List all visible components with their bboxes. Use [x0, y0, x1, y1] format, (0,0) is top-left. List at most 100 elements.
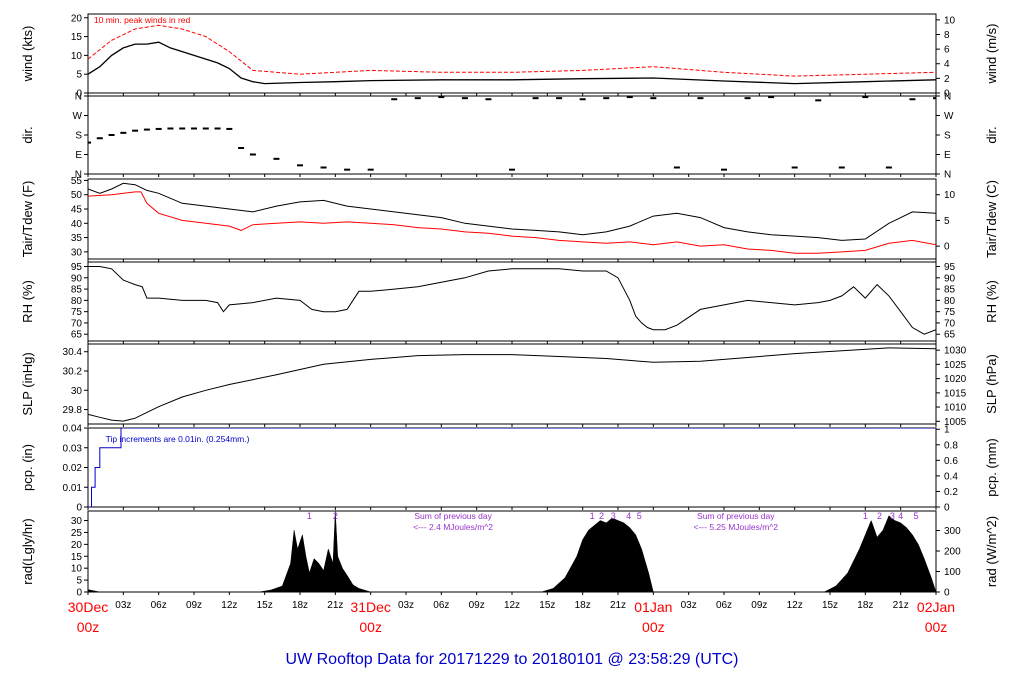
ytick-right-label: 10: [944, 15, 956, 26]
rad-hour-mark: 2: [877, 511, 882, 521]
panel-frame: [87, 95, 937, 175]
time-axis-hour-label: 03z: [398, 600, 414, 611]
ytick-left-label: 35: [71, 233, 83, 244]
panel-plot-area: [88, 266, 936, 335]
ytick-left-label: 85: [71, 285, 83, 296]
ytick-left-label: 0: [76, 588, 82, 599]
dir-point: [132, 129, 139, 132]
ytick-left-label: 0.01: [63, 483, 83, 494]
wind-annotation: 10 min. peak winds in red: [94, 15, 191, 25]
ytick-left-label: 30.4: [63, 347, 83, 358]
ytick-left-label: 55: [71, 176, 83, 187]
rh-series: [88, 266, 936, 335]
right-axis-label: SLP (hPa): [984, 354, 999, 414]
dir-point: [391, 98, 398, 101]
panel-temp: 30 35 40 45 50 55 0 5 10 Tair/Tdew (F) Tair/Tdew (…: [20, 176, 999, 262]
dir-point: [603, 97, 610, 100]
wind-peak-series: [88, 24, 936, 77]
dir-point: [155, 127, 162, 130]
left-axis-label: dir.: [20, 126, 35, 143]
time-axis-date-hour: 00z: [359, 619, 382, 635]
ytick-left-label: 70: [71, 318, 83, 329]
slp-series: [88, 347, 936, 422]
pcp-annotation: Tip increments are 0.01in. (0.254mm.): [106, 434, 250, 444]
ytick-left-label: 15: [71, 32, 83, 43]
left-axis-label: SLP (inHg): [20, 352, 35, 415]
ytick-left-label: E: [75, 150, 82, 161]
ytick-right-label: W: [944, 111, 954, 122]
rad-hour-mark: 4: [898, 511, 903, 521]
ytick-right-label: 1020: [944, 374, 967, 385]
panel-frame: [87, 261, 937, 342]
ytick-right-label: 6: [944, 45, 950, 56]
dir-point: [238, 147, 245, 149]
time-axis-hour-label: 21z: [327, 600, 343, 611]
panel-frame: [87, 510, 937, 593]
panel-frame: [87, 13, 937, 94]
ytick-right-label: 65: [944, 330, 956, 341]
dir-point: [320, 166, 327, 169]
panel-plot-area: [88, 24, 936, 85]
dir-point: [791, 166, 798, 169]
ytick-right-label: 1010: [944, 403, 967, 414]
time-axis-hour-label: 21z: [893, 600, 909, 611]
ytick-right-label: 85: [944, 285, 956, 296]
time-axis-hour-label: 18z: [857, 600, 873, 611]
time-axis-date-hour: 00z: [642, 619, 665, 635]
time-axis-date-label: 02Jan: [917, 599, 955, 615]
panel-frame: [87, 343, 937, 425]
ytick-left-label: 90: [71, 273, 83, 284]
dir-point: [179, 127, 186, 130]
panel-plot-area: [88, 96, 936, 171]
time-axis-hour-label: 18z: [292, 600, 308, 611]
ytick-left-label: 29.8: [63, 405, 83, 416]
rad-hour-mark: 2: [333, 511, 338, 521]
ytick-left-label: 0: [76, 503, 82, 514]
ytick-right-label: 0: [944, 588, 950, 599]
dir-point: [909, 98, 916, 101]
dir-point: [862, 96, 869, 99]
ytick-left-label: N: [75, 170, 82, 181]
dir-point: [438, 96, 445, 99]
left-axis-label: wind (kts): [20, 26, 35, 83]
ytick-left-label: 0.02: [63, 463, 83, 474]
time-axis-date-hour: 00z: [77, 619, 100, 635]
dir-point: [509, 168, 515, 171]
tair-series: [88, 182, 936, 241]
pcp-series: [88, 428, 936, 507]
ytick-right-label: 10: [944, 190, 956, 201]
time-axis-hour-label: 09z: [469, 600, 485, 611]
ytick-right-label: 75: [944, 307, 956, 318]
dir-point: [673, 166, 680, 169]
ytick-left-label: 75: [71, 307, 83, 318]
ytick-right-label: 1: [944, 425, 950, 436]
ytick-left-label: 30: [71, 247, 83, 258]
ytick-right-label: 0.2: [944, 487, 958, 498]
ytick-right-label: 1025: [944, 360, 967, 371]
ytick-left-label: 30.2: [63, 366, 83, 377]
panel-slp: 29.8 30 30.2 30.4 1005 1010 1015 1020 1025 1030 SL…: [20, 343, 999, 428]
dir-point: [214, 127, 221, 130]
ytick-right-label: 300: [944, 526, 961, 537]
dir-point: [626, 96, 633, 99]
rad-daily-note-title: Sum of previous day: [414, 511, 492, 521]
dir-point: [838, 166, 845, 169]
ytick-left-label: 95: [71, 262, 83, 273]
right-axis-label: wind (m/s): [984, 24, 999, 85]
ytick-left-label: 20: [71, 13, 83, 24]
dir-point: [108, 134, 115, 136]
ytick-right-label: S: [944, 131, 951, 142]
ytick-right-label: 0.4: [944, 471, 958, 482]
ytick-right-label: 0: [944, 89, 950, 100]
wind-mean-series: [88, 41, 936, 85]
dir-point: [768, 96, 775, 99]
panel-pcp: 0 0.01 0.02 0.03 0.04 0 0.2 0.4 0.6 0.8 1 pcp. (in)…: [20, 424, 999, 514]
rad-hour-mark: 1: [590, 511, 595, 521]
dir-point: [88, 141, 91, 144]
time-axis-hour-label: 12z: [787, 600, 803, 611]
ytick-left-label: 25: [71, 528, 83, 539]
